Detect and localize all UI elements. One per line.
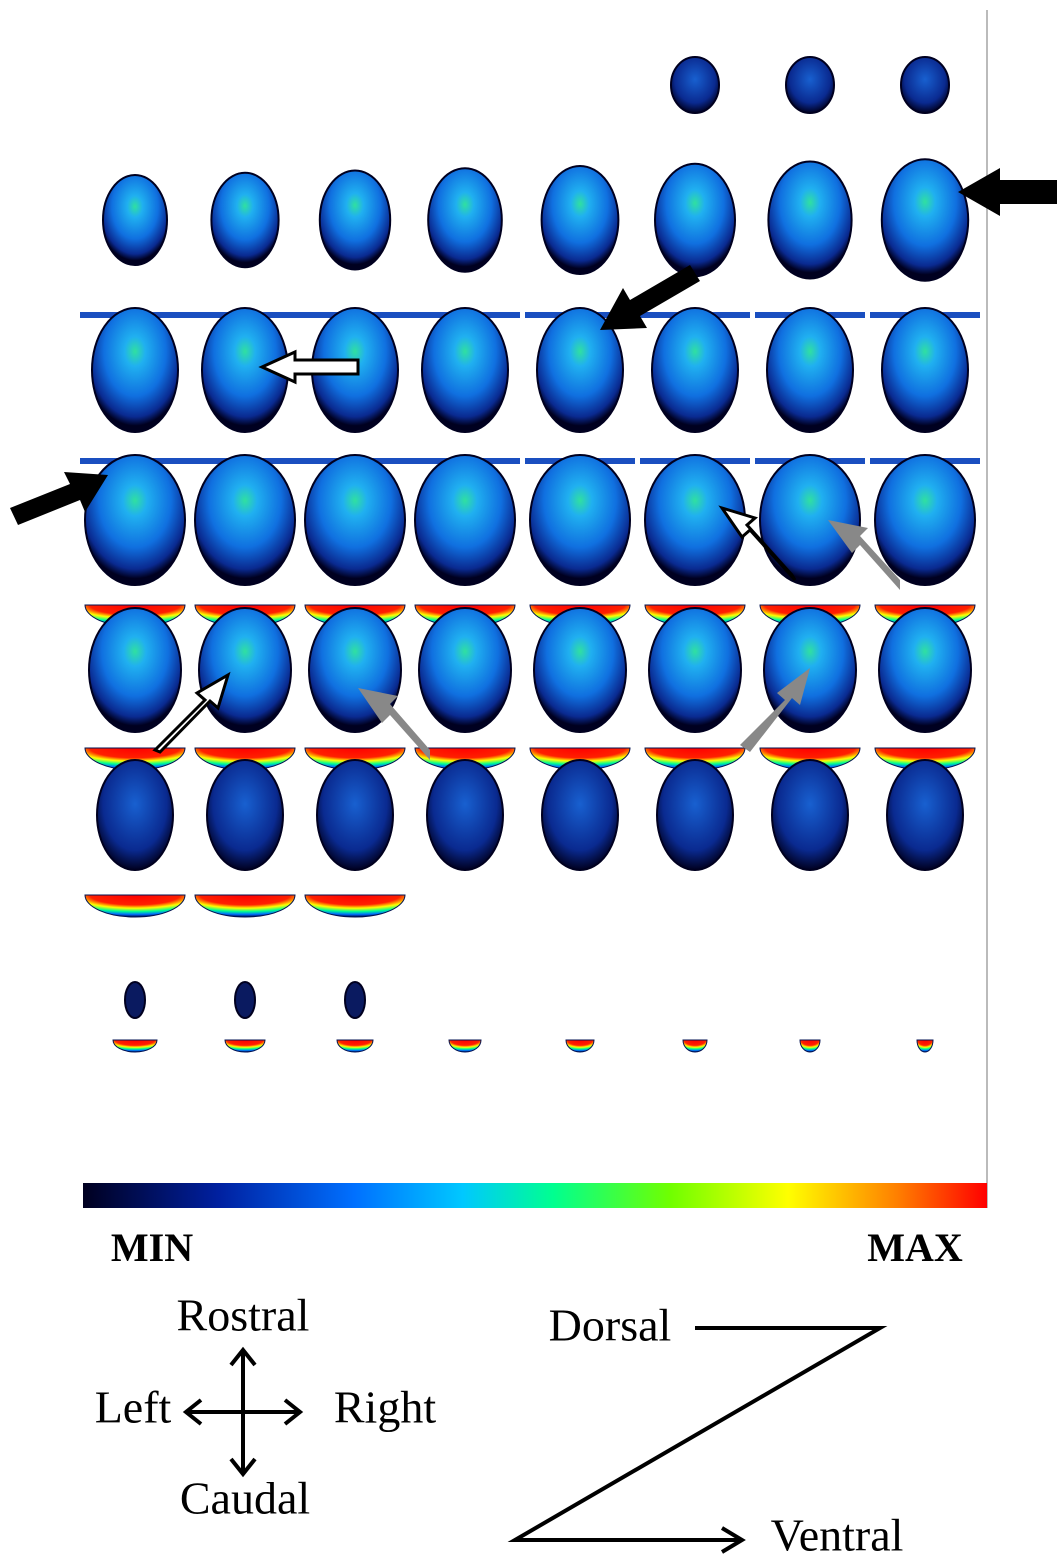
slice-hot-arc <box>800 1040 820 1052</box>
left-label: Left <box>95 1382 172 1433</box>
min-label: MIN <box>111 1225 193 1270</box>
brain-slice <box>760 455 860 585</box>
brain-slice <box>305 455 405 585</box>
slice-hot-arc <box>305 895 405 917</box>
brain-slice <box>879 608 971 732</box>
slice-hot-arc <box>337 1040 373 1052</box>
slice-hot-arc <box>683 1040 707 1052</box>
brain-slice <box>542 166 619 274</box>
brain-slice <box>649 608 741 732</box>
brain-slice <box>422 308 508 432</box>
slice-hot-arc <box>917 1040 933 1052</box>
brain-slice <box>89 608 181 732</box>
brain-slice <box>530 455 630 585</box>
slice-hot-arc <box>449 1040 481 1052</box>
brain-slice <box>207 760 283 870</box>
brain-slice <box>875 455 975 585</box>
brain-slice <box>882 159 968 281</box>
brain-slice <box>125 982 145 1018</box>
brain-slice <box>419 608 511 732</box>
max-label: MAX <box>867 1225 963 1270</box>
right-label: Right <box>334 1382 436 1433</box>
slice-hot-arc <box>195 895 295 917</box>
brain-slice <box>195 455 295 585</box>
orientation-cross <box>186 1350 300 1474</box>
brain-slice <box>345 982 365 1018</box>
brain-slice <box>901 57 949 113</box>
brain-slice <box>97 760 173 870</box>
caudal-label: Caudal <box>180 1473 310 1524</box>
colorbar <box>83 1183 987 1208</box>
brain-slice <box>768 162 851 279</box>
brain-slice <box>317 760 393 870</box>
brain-slice <box>671 57 719 113</box>
brain-slice <box>657 760 733 870</box>
figure: MIN MAX Rostral Left Right Caudal Dorsal… <box>0 0 1057 1565</box>
slice-hot-arc <box>113 1040 157 1052</box>
brain-slice <box>235 982 255 1018</box>
brain-slice <box>542 760 618 870</box>
slice-grid <box>80 57 980 1052</box>
slice-hot-arc <box>566 1040 594 1052</box>
brain-slice <box>772 760 848 870</box>
brain-slice <box>887 760 963 870</box>
brain-slice <box>211 173 278 268</box>
brain-slice <box>320 171 390 270</box>
slice-hot-arc <box>85 895 185 917</box>
brain-slice <box>103 175 167 265</box>
brain-slice <box>427 760 503 870</box>
ventral-label: Ventral <box>771 1510 904 1561</box>
brain-slice <box>92 308 178 432</box>
brain-slice <box>415 455 515 585</box>
brain-slice <box>882 308 968 432</box>
brain-slice <box>428 168 502 272</box>
brain-slice <box>786 57 834 113</box>
rostral-label: Rostral <box>177 1290 310 1341</box>
brain-slice <box>199 608 291 732</box>
dorsal-label: Dorsal <box>549 1300 672 1351</box>
slice-hot-arc <box>225 1040 265 1052</box>
brain-slice <box>767 308 853 432</box>
brain-slice <box>652 308 738 432</box>
brain-slice <box>534 608 626 732</box>
brain-slice <box>655 164 735 277</box>
